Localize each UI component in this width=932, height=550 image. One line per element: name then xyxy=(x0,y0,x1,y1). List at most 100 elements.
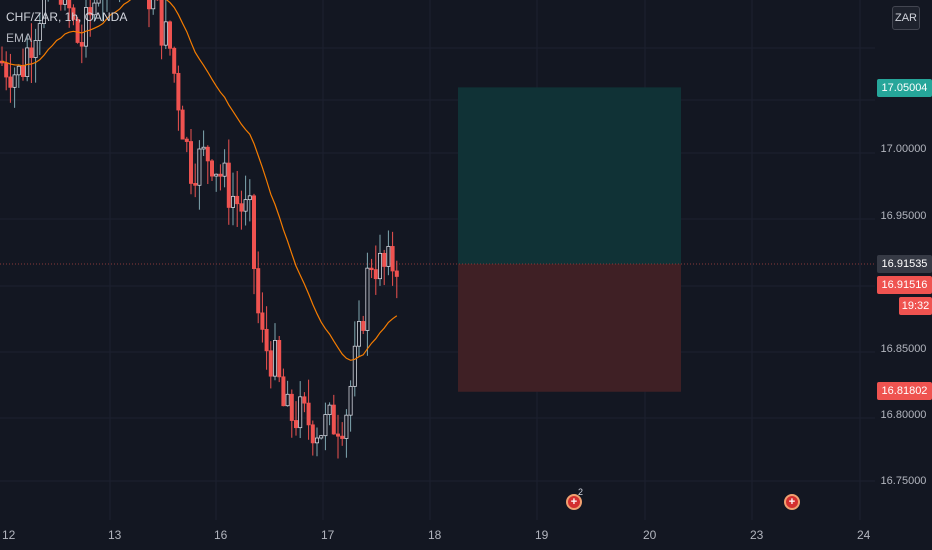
swiss-flag-event-icon[interactable]: + xyxy=(566,494,582,510)
candle-body xyxy=(176,72,181,111)
candle-body xyxy=(394,270,399,277)
candle-body xyxy=(327,404,332,415)
candle-body xyxy=(314,437,319,444)
candle-body xyxy=(281,376,286,407)
price-tick: 16.80000 xyxy=(880,409,927,421)
time-tick: 18 xyxy=(428,528,442,542)
candle-body xyxy=(293,420,298,429)
price-chart[interactable] xyxy=(0,0,875,520)
candle-body xyxy=(75,18,80,43)
last-price-badge: 16.91516 xyxy=(877,276,932,294)
time-tick: 13 xyxy=(108,528,122,542)
time-tick: 17 xyxy=(321,528,335,542)
candle-body xyxy=(340,435,345,439)
currency-button[interactable]: ZAR xyxy=(892,6,920,30)
candle-body xyxy=(377,252,382,280)
ema-indicator-label[interactable]: EMA xyxy=(6,31,33,45)
time-tick: 23 xyxy=(750,528,764,542)
candle-body xyxy=(361,321,366,331)
price-tick: 17.00000 xyxy=(880,143,927,155)
candle-body xyxy=(247,195,252,201)
candle-body xyxy=(239,203,244,212)
candle-body xyxy=(344,414,349,439)
candle-body xyxy=(243,199,248,212)
price-tick: 16.85000 xyxy=(880,343,927,355)
candle-body xyxy=(214,173,219,177)
candle-body xyxy=(335,433,340,437)
candle-body xyxy=(25,47,30,78)
price-tick: 16.95000 xyxy=(880,210,927,222)
time-tick: 19 xyxy=(535,528,549,542)
candle-body xyxy=(226,162,231,208)
time-tick: 16 xyxy=(214,528,228,542)
candle-body xyxy=(369,267,374,271)
candle-body xyxy=(151,0,156,10)
candle-body xyxy=(319,435,324,439)
candle-body xyxy=(382,252,387,267)
candle-body xyxy=(256,268,261,314)
candle-body xyxy=(37,23,42,41)
candle-body xyxy=(310,424,315,444)
candle-body xyxy=(16,65,21,76)
candle-body xyxy=(390,246,395,272)
candle-body xyxy=(20,65,25,78)
candle-body xyxy=(12,74,17,88)
candle-body xyxy=(172,47,177,74)
candle-body xyxy=(331,404,336,435)
candle-body xyxy=(222,162,227,177)
event-count-badge: 2 xyxy=(578,487,584,497)
countdown-badge: 19:32 xyxy=(899,297,932,315)
candle-body xyxy=(302,396,307,404)
symbol-title: CHF/ZAR, 1h, OANDA xyxy=(6,10,128,24)
price-tick: 16.75000 xyxy=(880,475,927,487)
candle-body xyxy=(180,109,185,140)
candle-body xyxy=(272,339,277,377)
time-tick: 24 xyxy=(857,528,871,542)
candle-body xyxy=(373,269,378,280)
candle-body xyxy=(92,2,97,16)
candle-body xyxy=(277,339,282,378)
candle-body xyxy=(264,328,269,352)
candle-body xyxy=(63,0,68,5)
candle-body xyxy=(84,7,89,47)
candle-body xyxy=(146,0,151,10)
candle-body xyxy=(163,21,168,46)
candle-body xyxy=(356,321,361,347)
time-tick: 12 xyxy=(2,528,16,542)
candle-body xyxy=(218,173,223,177)
candle-body xyxy=(193,183,198,186)
ema-line xyxy=(1,0,398,361)
candle-body xyxy=(4,62,9,78)
take-profit-zone xyxy=(458,87,681,265)
current-price-badge: 16.91535 xyxy=(877,255,932,273)
candle-body xyxy=(298,396,303,429)
target-price-badge: 17.05004 xyxy=(877,79,932,97)
candle-body xyxy=(8,76,13,88)
candle-body xyxy=(306,402,311,426)
candle-body xyxy=(96,0,101,4)
candle-body xyxy=(348,385,353,416)
swiss-flag-event-icon[interactable]: + xyxy=(784,494,800,510)
stop-price-badge: 16.81802 xyxy=(877,382,932,400)
candle-body xyxy=(197,148,202,186)
candle-body xyxy=(42,0,47,25)
candle-body xyxy=(29,47,34,58)
candle-body xyxy=(285,393,290,407)
candle-body xyxy=(88,7,93,16)
candle-body xyxy=(184,138,189,142)
candle-body xyxy=(167,21,172,49)
candle-body xyxy=(251,195,256,269)
price-axis[interactable]: 17.00000 16.95000 16.85000 16.80000 16.7… xyxy=(875,0,932,520)
candle-body xyxy=(67,0,72,9)
candle-body xyxy=(365,267,370,331)
candle-body xyxy=(205,146,210,162)
candle-body xyxy=(201,146,206,150)
time-axis[interactable]: 12 13 16 17 18 19 20 23 24 xyxy=(0,520,932,550)
candle-body xyxy=(209,160,214,177)
candle-body xyxy=(260,312,265,330)
stop-loss-zone xyxy=(458,264,681,392)
candle-body xyxy=(289,393,294,421)
candle-body xyxy=(159,0,164,46)
candle-body xyxy=(230,195,235,208)
candle-body xyxy=(323,414,328,437)
